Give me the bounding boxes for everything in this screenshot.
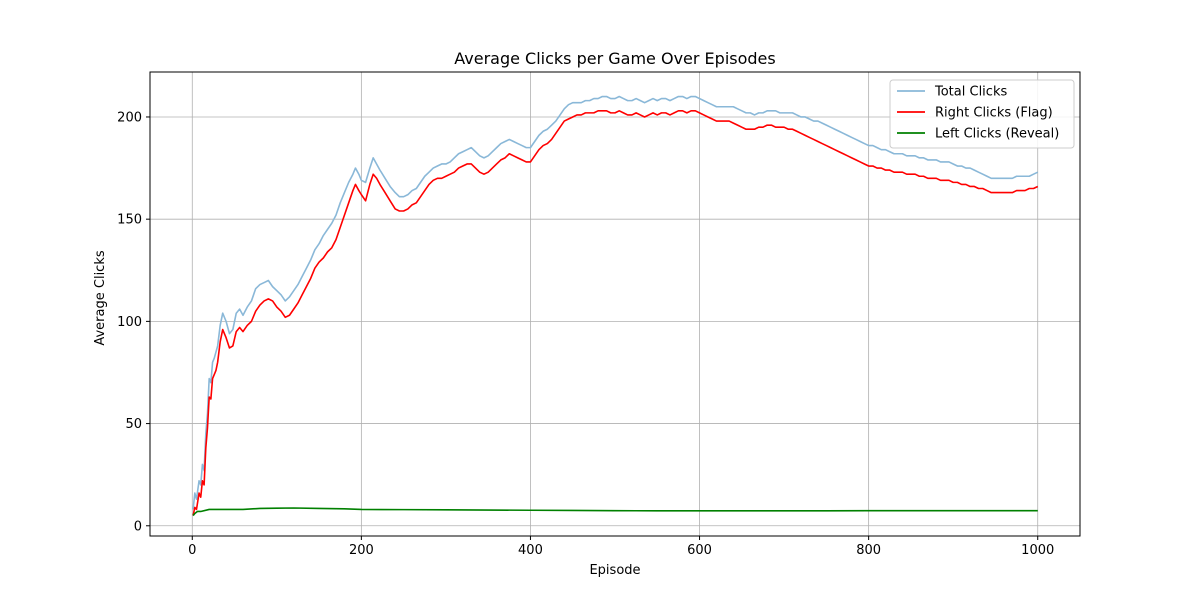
x-tick-label: 400 [518, 543, 543, 558]
legend-label: Right Clicks (Flag) [935, 106, 1053, 121]
plot-frame [149, 71, 1081, 537]
legend-label: Left Clicks (Reveal) [935, 127, 1059, 142]
x-axis-label: Episode [589, 563, 640, 578]
series-layer [192, 95, 1039, 517]
legend: Total Clicks Right Clicks (Flag) Left Clic… [889, 79, 1075, 149]
x-tick-label: 0 [188, 543, 196, 558]
tick-layer: 0 200 400 600 800 1000 0 50 100 150 200 [117, 110, 1054, 558]
legend-box [889, 79, 1075, 149]
x-tick-label: 800 [856, 543, 881, 558]
y-tick-label: 100 [117, 315, 142, 330]
y-tick-label: 200 [117, 110, 142, 125]
series-line-2 [192, 507, 1038, 517]
chart-title: Average Clicks per Game Over Episodes [454, 49, 775, 68]
y-tick-label: 50 [125, 417, 142, 432]
y-tick-label: 0 [134, 519, 142, 534]
y-axis-label: Average Clicks [93, 250, 108, 345]
series-line-0 [192, 95, 1039, 510]
x-tick-label: 1000 [1021, 543, 1054, 558]
y-tick-label: 150 [117, 213, 142, 228]
x-tick-label: 200 [349, 543, 374, 558]
legend-label: Total Clicks [934, 85, 1007, 100]
x-tick-label: 600 [687, 543, 712, 558]
series-line-1 [192, 110, 1039, 516]
